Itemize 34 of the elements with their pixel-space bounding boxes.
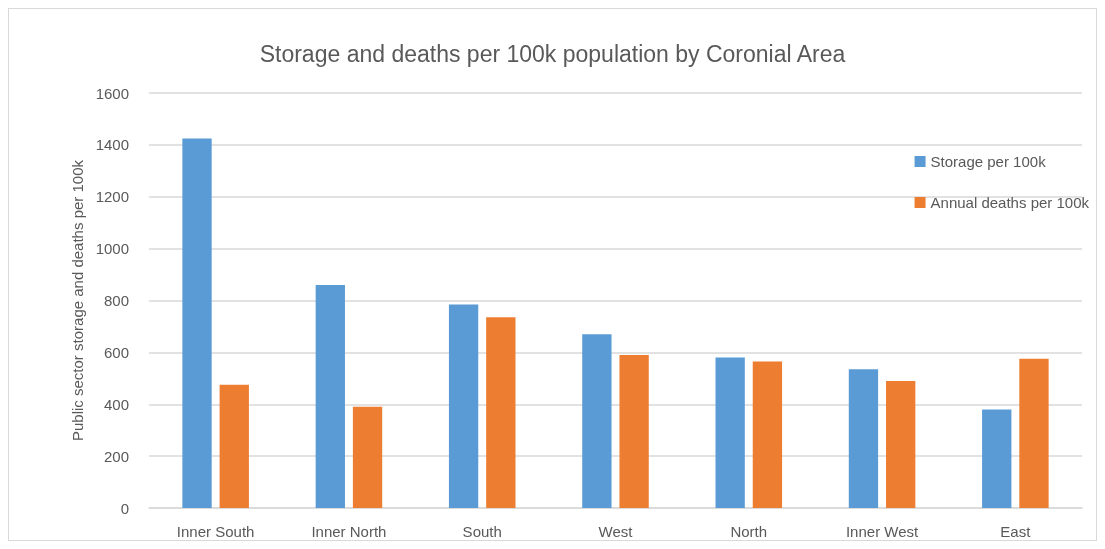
bar [886, 380, 916, 508]
x-tick-label: East [1000, 523, 1032, 540]
y-tick-label: 1000 [95, 240, 129, 258]
bar [1019, 358, 1049, 508]
x-tick-label: Inner West [845, 523, 920, 540]
y-axis-title: Public sector storage and deaths per 100k [68, 159, 86, 442]
bar [182, 138, 212, 508]
bar [352, 406, 383, 508]
x-tick-label: Inner South [176, 523, 255, 540]
y-tick-label: 1600 [95, 84, 129, 102]
x-tick-label: West [598, 523, 634, 540]
bar [752, 361, 783, 508]
bar [486, 317, 516, 508]
x-tick-label: Inner North [311, 523, 387, 540]
bar [219, 384, 249, 508]
bar [582, 334, 612, 508]
bar [982, 409, 1012, 508]
y-tick-label: 1400 [95, 136, 129, 154]
legend-label: Storage per 100k [930, 153, 1047, 170]
bar [848, 369, 879, 508]
y-tick-label: 600 [103, 343, 129, 361]
chart-title: Storage and deaths per 100k population by Coronial Area [259, 40, 846, 67]
y-tick-label: 400 [103, 395, 129, 413]
y-tick-label: 0 [120, 499, 129, 517]
legend-label: Annual deaths per 100k [930, 194, 1090, 211]
y-tick-label: 200 [103, 447, 129, 465]
y-tick-label: 1200 [95, 188, 129, 206]
bar [619, 354, 649, 508]
bar [315, 284, 345, 508]
bar [715, 357, 745, 508]
bar [448, 304, 479, 508]
x-tick-label: South [462, 523, 502, 540]
y-tick-label: 800 [103, 292, 129, 309]
x-tick-label: North [730, 523, 768, 540]
